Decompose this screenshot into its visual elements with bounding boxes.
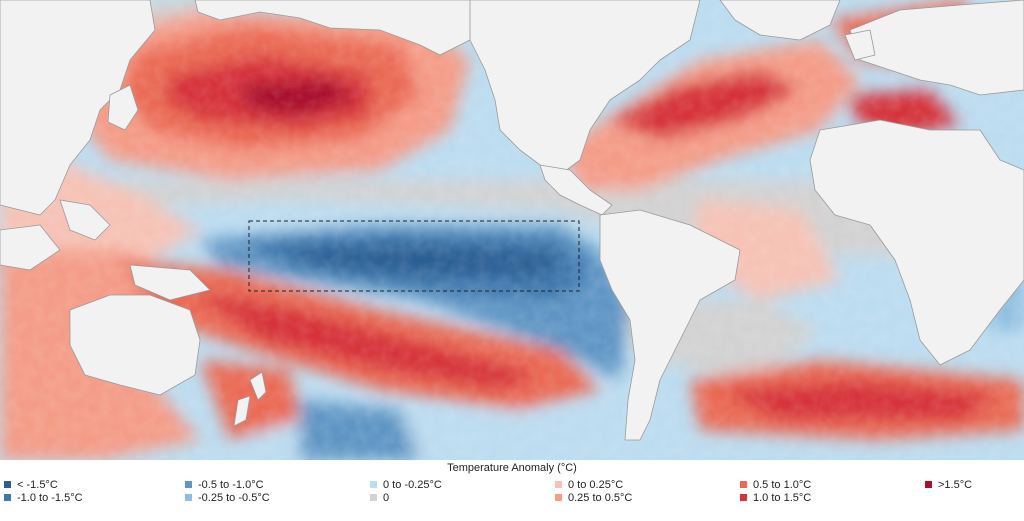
land-philippines	[59, 199, 111, 241]
highlight-box	[248, 220, 580, 292]
legend-item: 0	[370, 492, 389, 504]
legend-label: -0.5 to -1.0°C	[198, 479, 264, 491]
legend-title: Temperature Anomaly (°C)	[447, 462, 577, 474]
land-greenland	[719, 0, 841, 41]
legend-label: -0.25 to -0.5°C	[198, 492, 270, 504]
legend-label: 0 to -0.25°C	[383, 479, 442, 491]
sea-surface-temperature-anomaly-map	[0, 0, 1024, 460]
legend-swatch	[370, 494, 377, 501]
land-europe	[849, 0, 1024, 96]
legend-label: 1.0 to 1.5°C	[753, 492, 812, 504]
land-masses	[0, 0, 1024, 441]
legend-label: >1.5°C	[938, 479, 973, 491]
legend-label: 0 to 0.25°C	[568, 479, 624, 491]
legend-swatch	[185, 494, 192, 501]
land-japan	[107, 84, 139, 131]
legend-swatch	[925, 481, 932, 488]
legend-label: 0.25 to 0.5°C	[568, 492, 633, 504]
legend-swatch	[4, 481, 11, 488]
legend-item: 0 to -0.25°C	[370, 479, 442, 491]
legend-item: 0.25 to 0.5°C	[555, 492, 632, 504]
legend-item: -0.25 to -0.5°C	[185, 492, 270, 504]
land-africa	[809, 119, 1024, 366]
legend-swatch	[555, 481, 562, 488]
land-north-america	[469, 0, 701, 176]
legend-swatch	[740, 494, 747, 501]
land-new-guinea	[129, 264, 211, 301]
legend-swatch	[185, 481, 192, 488]
legend: Temperature Anomaly (°C) < -1.5°C -1.0 t…	[0, 460, 1024, 521]
legend-item: 0 to 0.25°C	[555, 479, 623, 491]
legend-label: < -1.5°C	[17, 479, 58, 491]
legend-swatch	[555, 494, 562, 501]
legend-label: -1.0 to -1.5°C	[17, 492, 83, 504]
land-new-zealand-north	[249, 371, 267, 401]
land-borneo	[0, 224, 61, 271]
land-new-zealand-south	[233, 395, 251, 427]
legend-item: < -1.5°C	[4, 479, 58, 491]
land-south-america	[599, 209, 741, 441]
legend-swatch	[370, 481, 377, 488]
legend-swatch	[740, 481, 747, 488]
land-australia	[69, 294, 201, 396]
legend-item: >1.5°C	[925, 479, 972, 491]
legend-label: 0	[383, 492, 390, 504]
legend-item: 1.0 to 1.5°C	[740, 492, 811, 504]
legend-swatch	[4, 494, 11, 501]
land-asia	[0, 0, 156, 216]
legend-label: 0.5 to 1.0°C	[753, 479, 812, 491]
land-british-isles	[844, 29, 876, 61]
legend-item: -1.0 to -1.5°C	[4, 492, 83, 504]
legend-item: -0.5 to -1.0°C	[185, 479, 264, 491]
legend-item: 0.5 to 1.0°C	[740, 479, 811, 491]
anomaly-map-svg	[0, 0, 1024, 460]
